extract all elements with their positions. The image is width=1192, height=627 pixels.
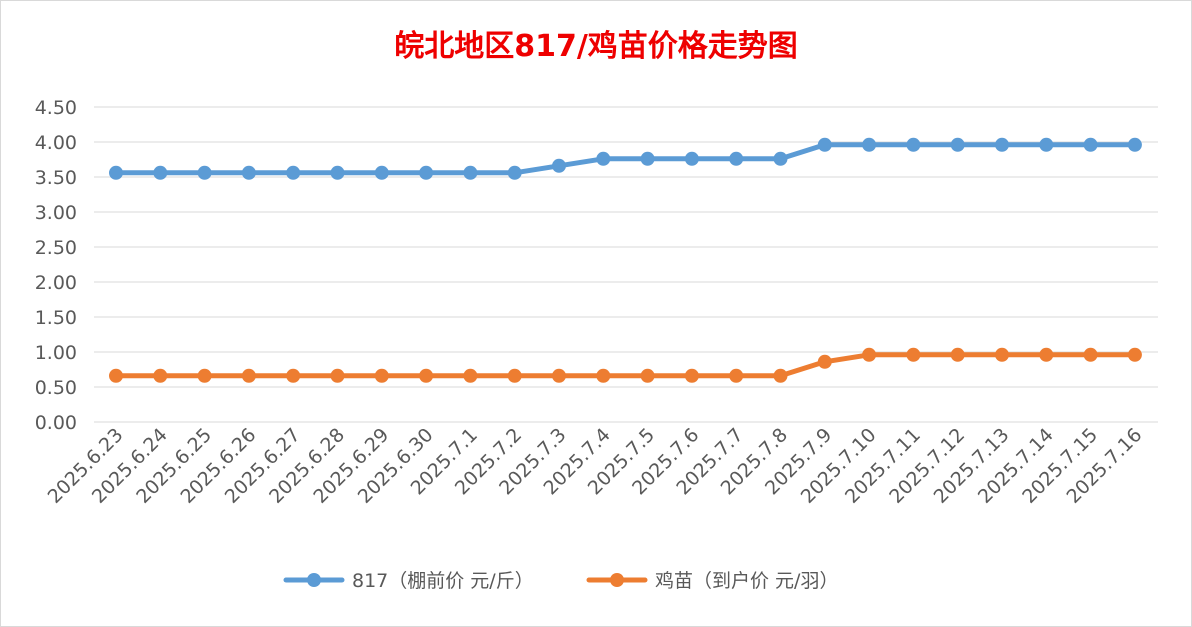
data-point bbox=[286, 165, 301, 180]
data-point bbox=[1127, 137, 1142, 152]
data-point bbox=[197, 165, 212, 180]
y-tick-label: 0.50 bbox=[35, 377, 77, 399]
data-point bbox=[330, 368, 345, 383]
data-point bbox=[241, 165, 256, 180]
data-point bbox=[862, 347, 877, 362]
data-point bbox=[950, 347, 965, 362]
data-point bbox=[950, 137, 965, 152]
data-point bbox=[729, 151, 744, 166]
legend-label: 鸡苗（到户价 元/羽） bbox=[655, 570, 838, 592]
series-lines bbox=[109, 137, 1142, 383]
data-point bbox=[286, 368, 301, 383]
data-point bbox=[1083, 347, 1098, 362]
data-point bbox=[773, 368, 788, 383]
y-tick-label: 1.00 bbox=[35, 342, 77, 364]
x-axis-ticks: 2025.6.232025.6.242025.6.252025.6.262025… bbox=[44, 424, 1147, 508]
y-tick-label: 3.00 bbox=[35, 202, 77, 224]
data-point bbox=[995, 347, 1009, 362]
y-tick-label: 0.00 bbox=[35, 412, 77, 434]
data-point bbox=[817, 137, 832, 152]
data-point bbox=[463, 165, 478, 180]
data-point bbox=[640, 151, 655, 166]
data-point bbox=[330, 165, 345, 180]
data-point bbox=[419, 165, 434, 180]
data-point bbox=[197, 368, 212, 383]
data-point bbox=[906, 347, 921, 362]
legend-swatch-marker bbox=[307, 573, 321, 587]
data-point bbox=[109, 165, 123, 180]
data-point bbox=[374, 368, 389, 383]
data-point bbox=[552, 158, 566, 173]
data-point bbox=[153, 368, 168, 383]
legend-swatch-marker bbox=[610, 573, 624, 587]
series-line-0 bbox=[113, 142, 1138, 176]
y-tick-label: 4.00 bbox=[35, 132, 77, 154]
data-point bbox=[507, 165, 522, 180]
data-point bbox=[374, 165, 389, 180]
y-tick-label: 4.50 bbox=[35, 97, 77, 119]
data-point bbox=[817, 354, 832, 369]
data-point bbox=[552, 368, 566, 383]
data-point bbox=[684, 151, 699, 166]
y-tick-label: 2.50 bbox=[35, 237, 77, 259]
y-tick-label: 2.00 bbox=[35, 272, 77, 294]
data-point bbox=[1127, 347, 1142, 362]
data-point bbox=[906, 137, 921, 152]
data-point bbox=[596, 151, 611, 166]
gridlines bbox=[94, 106, 1158, 423]
y-tick-label: 1.50 bbox=[35, 307, 77, 329]
data-point bbox=[109, 368, 123, 383]
data-point bbox=[684, 368, 699, 383]
y-axis-ticks: 0.00 0.50 1.00 1.50 2.00 2.50 3.00 3.50 4.00 4.50 bbox=[35, 97, 77, 434]
data-point bbox=[640, 368, 655, 383]
legend-label: 817（棚前价 元/斤） bbox=[352, 570, 534, 592]
y-tick-label: 3.50 bbox=[35, 167, 77, 189]
data-point bbox=[241, 368, 256, 383]
series-line-1 bbox=[113, 352, 1138, 379]
data-point bbox=[463, 368, 478, 383]
data-point bbox=[419, 368, 434, 383]
data-point bbox=[596, 368, 611, 383]
data-point bbox=[1039, 137, 1054, 152]
data-point bbox=[862, 137, 877, 152]
data-point bbox=[1083, 137, 1098, 152]
data-point bbox=[507, 368, 522, 383]
data-point bbox=[153, 165, 168, 180]
data-point bbox=[773, 151, 788, 166]
data-point bbox=[995, 137, 1009, 152]
data-point bbox=[729, 368, 744, 383]
data-point bbox=[1039, 347, 1054, 362]
chart-title: 皖北地区817/鸡苗价格走势图 bbox=[394, 29, 798, 64]
legend: 817（棚前价 元/斤） 鸡苗（到户价 元/羽） bbox=[283, 570, 838, 592]
